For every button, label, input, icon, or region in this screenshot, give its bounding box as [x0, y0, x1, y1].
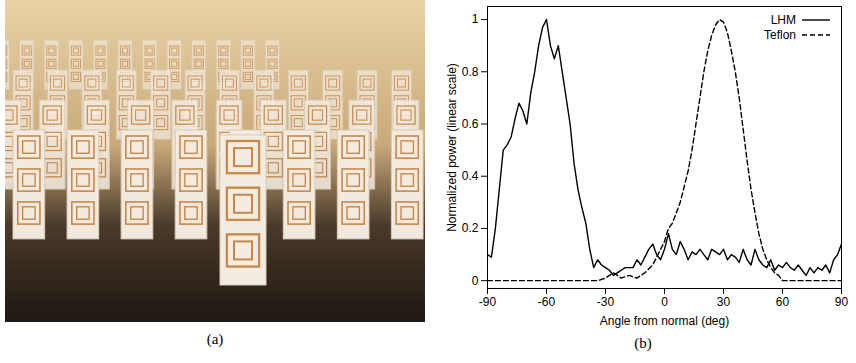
- svg-text:-60: -60: [538, 295, 556, 309]
- svg-text:0: 0: [661, 295, 668, 309]
- svg-text:0.6: 0.6: [462, 117, 479, 131]
- svg-text:0.4: 0.4: [462, 169, 479, 183]
- svg-text:0: 0: [472, 274, 479, 288]
- svg-text:90: 90: [835, 295, 849, 309]
- html-text:LHM: LHM: [770, 12, 796, 27]
- svg-text:0.2: 0.2: [462, 221, 479, 235]
- html-text:Teflon: Teflon: [764, 27, 796, 42]
- svg-text:-30: -30: [597, 295, 615, 309]
- svg-text:Angle from normal (deg): Angle from normal (deg): [600, 314, 729, 328]
- svg-text:30: 30: [717, 295, 731, 309]
- svg-text:60: 60: [776, 295, 790, 309]
- svg-text:0.8: 0.8: [462, 65, 479, 79]
- html-text:(b): (b): [634, 335, 652, 351]
- html-text:(a): (a): [206, 331, 224, 347]
- svg-text:-90: -90: [479, 295, 497, 309]
- svg-text:Normalized power (linear scale: Normalized power (linear scale): [445, 63, 459, 232]
- svg-text:1: 1: [472, 12, 479, 26]
